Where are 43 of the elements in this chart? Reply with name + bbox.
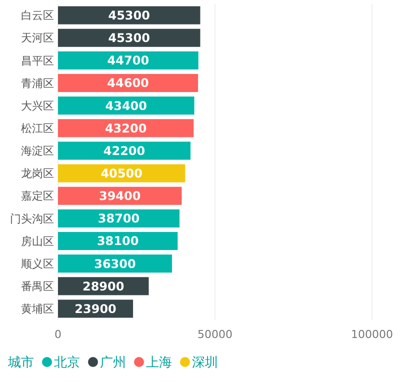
y-tick-label: 嘉定区 [21,190,54,203]
bar [58,142,191,160]
legend-title: 城市 [7,356,34,371]
data-label: 45300 [108,31,150,46]
y-tick-label: 昌平区 [21,54,54,68]
data-label: 38100 [96,234,139,248]
data-label: 43400 [105,98,148,113]
bar [58,96,194,115]
y-tick-label: 黄埔区 [21,302,54,316]
bar [58,74,198,92]
x-tick-label: 50000 [198,328,232,341]
x-tick-label: 0 [54,328,62,341]
data-label: 28900 [82,279,124,294]
y-tick-label: 房山区 [21,234,54,248]
y-tick-label: 松江区 [21,122,54,135]
y-tick-label: 番禺区 [21,280,54,293]
legend-label: 广州 [100,356,126,371]
legend-label: 北京 [54,356,80,371]
x-tick-label: 100000 [351,328,393,341]
data-label: 45300 [108,8,150,22]
y-tick-label: 顺义区 [21,257,54,270]
data-label: 44600 [107,76,149,90]
data-label: 38700 [98,212,140,226]
y-tick-label: 天河区 [21,32,54,45]
data-label: 23900 [74,302,116,316]
data-label: 42200 [103,144,146,158]
y-tick-label: 龙岗区 [21,167,54,180]
data-label: 39400 [98,189,141,204]
data-label: 40500 [100,166,142,180]
legend-label: 上海 [146,356,172,371]
bar [58,51,198,70]
data-label: 43200 [104,121,147,136]
y-tick-label: 大兴区 [21,99,54,112]
y-tick-label: 门头沟区 [10,212,54,226]
y-tick-label: 海淀区 [21,144,54,158]
bar [58,28,200,47]
data-label: 36300 [94,256,136,271]
y-tick-label: 白云区 [21,9,54,22]
bar [58,6,200,24]
data-label: 44700 [107,54,150,68]
y-tick-label: 青浦区 [21,76,54,90]
bar [58,119,194,138]
legend-label: 深圳 [192,356,218,371]
